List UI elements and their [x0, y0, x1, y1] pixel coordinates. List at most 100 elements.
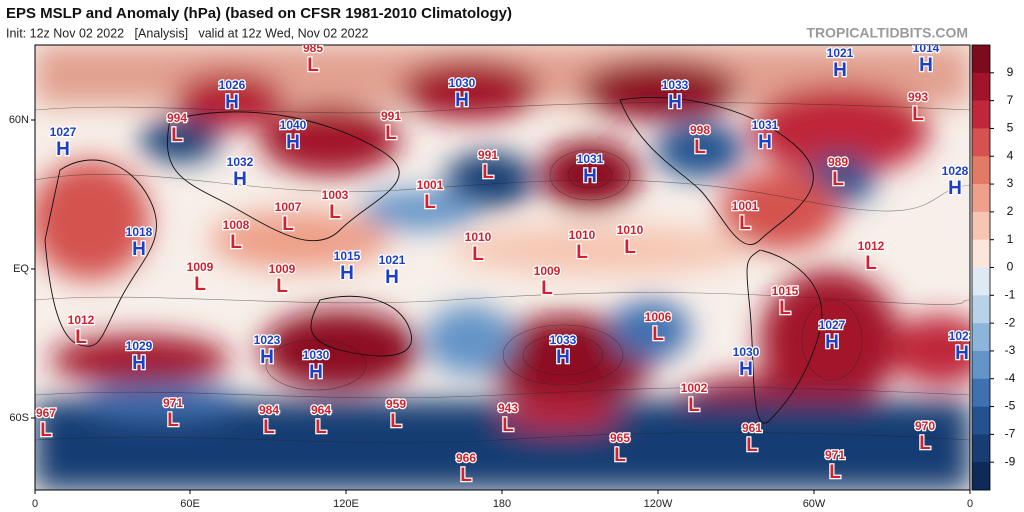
center-value: 1021: [379, 253, 406, 267]
center-value: 1028: [949, 329, 976, 343]
colorbar-label: -3: [1005, 343, 1016, 357]
colorbar-band: [972, 45, 990, 74]
watermark: TROPICALTIDBITS.COM: [806, 25, 968, 41]
center-value: 1009: [187, 260, 214, 274]
coastlines: [44, 97, 823, 424]
colorbar-band: [972, 239, 990, 268]
center-value: 1012: [68, 313, 95, 327]
center-value: 991: [381, 109, 401, 123]
center-value: 1001: [732, 199, 759, 213]
center-kind: H: [309, 362, 323, 383]
colorbar-label: 7: [1007, 93, 1014, 107]
colorbar-band: [972, 184, 990, 213]
center-kind: L: [75, 327, 87, 348]
center-kind: L: [576, 242, 588, 263]
colorbar-label: -9: [1005, 454, 1016, 468]
center-value: 1030: [449, 76, 476, 90]
center-value: 1033: [662, 78, 689, 92]
center-kind: L: [739, 213, 751, 234]
center-kind: L: [385, 123, 397, 144]
colorbar-band: [972, 295, 990, 324]
center-kind: L: [282, 214, 294, 235]
center-value: 1008: [223, 218, 250, 232]
center-value: 1029: [126, 339, 153, 353]
center-value: 984: [259, 403, 279, 417]
center-kind: H: [260, 347, 274, 368]
colorbar-band: [972, 350, 990, 380]
center-kind: L: [424, 192, 436, 213]
lon-label: 60E: [180, 498, 200, 510]
colorbar-label: 5: [1007, 121, 1014, 135]
lat-label: 60S: [9, 412, 29, 424]
center-value: 1031: [577, 152, 604, 166]
subtitle: Init: 12z Nov 02 2022 [Analysis] valid a…: [6, 26, 369, 40]
center-value: 967: [36, 406, 56, 420]
lat-label: EQ: [13, 263, 29, 275]
center-kind: L: [688, 395, 700, 416]
center-kind: H: [225, 92, 239, 113]
center-kind: L: [276, 276, 288, 297]
lon-label: 0: [32, 498, 38, 510]
center-value: 1030: [303, 348, 330, 362]
center-kind: L: [919, 433, 931, 454]
colorbar-label: 9: [1007, 65, 1014, 79]
title: EPS MSLP and Anomaly (hPa) (based on CFS…: [6, 5, 512, 22]
center-kind: L: [472, 244, 484, 265]
center-kind: L: [746, 435, 758, 456]
colorbar-label: -1: [1005, 287, 1016, 301]
center-kind: H: [948, 178, 962, 199]
colorbar-label: 0: [1007, 260, 1014, 274]
center-value: 1015: [772, 284, 799, 298]
center-kind: H: [556, 347, 570, 368]
center-kind: L: [829, 462, 841, 483]
map: [35, 45, 970, 490]
center-value: 1010: [569, 228, 596, 242]
colorbar-band: [972, 128, 990, 157]
center-value: 1012: [858, 239, 885, 253]
center-kind: L: [460, 465, 472, 486]
center-value: 971: [163, 396, 183, 410]
center-value: 1003: [322, 188, 349, 202]
center-value: 1033: [550, 333, 577, 347]
center-kind: L: [832, 169, 844, 190]
colorbar-band: [972, 156, 990, 185]
lat-label: 60N: [9, 114, 29, 126]
center-kind: H: [825, 332, 839, 353]
center-value: 1018: [126, 225, 153, 239]
center-kind: H: [56, 139, 70, 160]
center-value: 1001: [417, 178, 444, 192]
center-kind: L: [171, 125, 183, 146]
colorbar-band: [972, 211, 990, 240]
center-kind: L: [40, 420, 52, 441]
center-value: 1010: [465, 230, 492, 244]
center-kind: H: [668, 92, 682, 113]
center-kind: H: [385, 267, 399, 288]
center-kind: H: [919, 55, 933, 76]
lon-label: 60W: [803, 498, 826, 510]
